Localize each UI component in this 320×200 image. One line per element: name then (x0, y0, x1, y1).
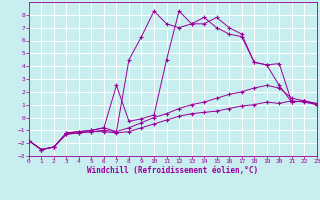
X-axis label: Windchill (Refroidissement éolien,°C): Windchill (Refroidissement éolien,°C) (87, 166, 258, 175)
